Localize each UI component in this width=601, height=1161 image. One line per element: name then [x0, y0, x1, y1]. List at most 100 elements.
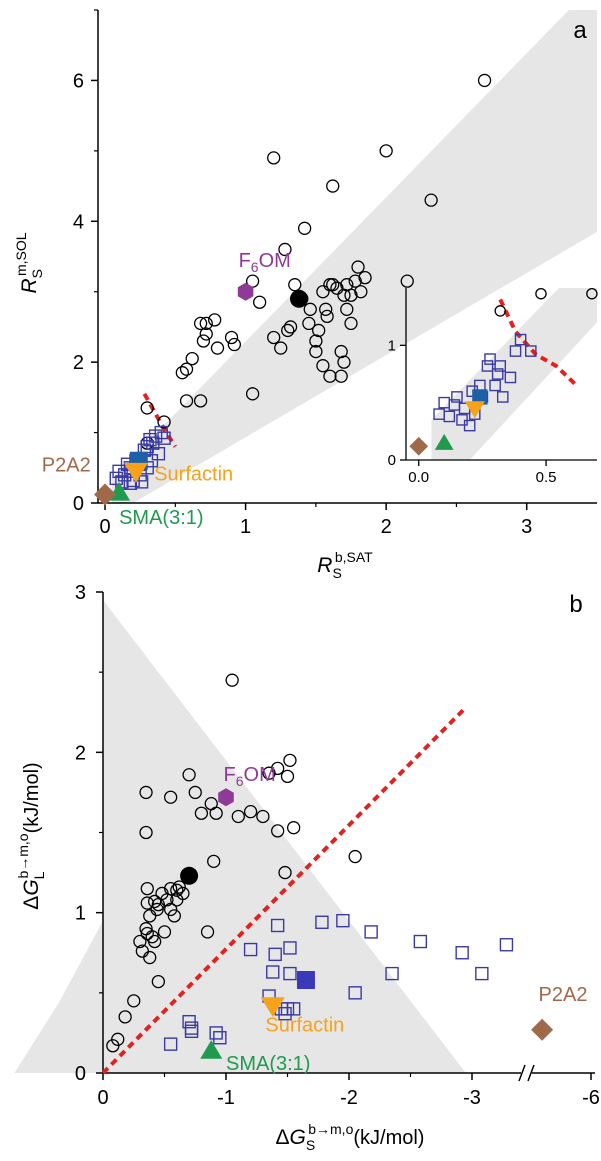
data-point-circle	[326, 179, 340, 193]
annotation-text: SMA(3:1)	[226, 1053, 310, 1075]
data-point-f6om	[237, 282, 254, 301]
x-axis-label-a-main: R	[317, 554, 332, 577]
data-point-square	[243, 942, 258, 957]
data-point-circle	[150, 902, 164, 917]
data-point-circle	[379, 144, 393, 158]
data-point-square	[213, 1031, 227, 1045]
data-point-circle	[337, 355, 351, 369]
annotation-fom: F6OM	[224, 764, 276, 789]
data-point-circle	[312, 323, 326, 338]
y-tick-label-b: 3	[75, 582, 86, 604]
data-point-circle	[586, 287, 598, 300]
x-tick-label-b: -6	[582, 1087, 600, 1109]
data-point-circle	[227, 337, 241, 352]
data-point-circle	[243, 805, 258, 819]
data-point-circle	[127, 994, 141, 1008]
data-point-sma	[200, 1040, 223, 1059]
annotation-sma-3-1-: SMA(3:1)	[119, 507, 203, 529]
y-axis-label-b-sup: b→m,o	[15, 833, 31, 878]
shaded-region-b	[14, 600, 466, 1073]
inset-x-tick-label: 0.5	[536, 469, 557, 486]
y-tick-label-b: 1	[75, 903, 86, 925]
data-point-circle	[200, 925, 215, 939]
y-axis-label-b-prefix: Δ	[20, 896, 43, 910]
data-point-square	[286, 1002, 301, 1016]
data-point-circle	[196, 334, 211, 348]
data-point-surfactin	[123, 462, 148, 483]
inset-y-tick-label: 0	[388, 452, 396, 469]
data-point-circle	[326, 278, 340, 292]
annotation-sub: 6	[236, 773, 244, 789]
shaded-region	[112, 10, 597, 503]
data-point-circle	[286, 821, 301, 835]
annotation-text: SMA(3:1)	[119, 507, 203, 529]
data-point-square	[364, 925, 378, 939]
data-point-circle	[172, 880, 186, 894]
x-tick-label-b: -3	[463, 1087, 481, 1109]
data-point-surfactin	[260, 997, 285, 1018]
annotation-text: F	[239, 250, 251, 272]
data-point-circle	[267, 330, 281, 345]
data-point-circle	[194, 806, 209, 820]
data-point-square	[514, 333, 527, 346]
x-tick-label: 3	[521, 516, 532, 538]
data-point-square	[509, 345, 522, 357]
data-point-circle	[351, 260, 365, 274]
y-tick-label: 2	[73, 352, 84, 374]
data-point-p2a2	[409, 436, 429, 456]
data-point-circle	[139, 825, 153, 840]
data-point-circle	[303, 302, 317, 316]
data-point-circle	[231, 809, 245, 824]
data-point-circle	[157, 415, 171, 429]
data-point-square	[489, 379, 501, 392]
data-point-circle	[176, 886, 190, 901]
data-point-circle	[302, 316, 316, 331]
data-point-circle	[148, 934, 162, 949]
data-point-circle	[256, 809, 270, 824]
data-point-circle	[111, 1032, 125, 1046]
data-point-circle	[309, 344, 323, 359]
data-point-circle	[118, 1010, 132, 1024]
data-point-circle	[344, 316, 358, 331]
data-point-circle	[348, 274, 362, 288]
annotation-surfactin: Surfactin	[265, 1014, 344, 1036]
annotation-text: Surfactin	[154, 463, 233, 485]
data-point-circle	[337, 288, 351, 302]
x-tick-label-b: 0	[97, 1087, 108, 1109]
y-axis-label-a-sub: S	[29, 269, 45, 278]
data-point-circle	[267, 151, 281, 165]
data-point-circle	[185, 351, 199, 366]
data-point-square	[499, 938, 514, 952]
data-point-circle	[209, 806, 223, 820]
y-tick-label-b: 0	[75, 1063, 86, 1085]
data-point-circle	[179, 394, 194, 408]
data-point-square	[123, 476, 138, 490]
data-point-circle	[354, 285, 368, 299]
data-point-circle	[330, 281, 344, 295]
data-point-circle	[140, 896, 154, 910]
y-axis-label-a-main: R	[18, 278, 41, 293]
data-point-circle	[225, 673, 239, 687]
y-tick-label: 6	[73, 70, 84, 92]
data-point-circle	[252, 295, 267, 309]
x-axis-label-b-sup: b→m,o	[308, 1121, 353, 1137]
data-point-circle	[316, 359, 330, 373]
data-point-circle	[140, 401, 154, 415]
data-point-circle	[320, 309, 334, 324]
data-point-square	[278, 1006, 292, 1021]
data-point-square	[268, 947, 282, 962]
x-axis-label-a: RSb,SAT	[317, 549, 373, 581]
data-point-filled-circle	[290, 289, 309, 308]
data-point-circle	[224, 330, 239, 345]
data-point-square	[348, 986, 362, 1000]
annotation-rest: OM	[244, 764, 276, 786]
data-point-circle	[309, 334, 323, 348]
annotation-text: Surfactin	[265, 1014, 344, 1036]
data-point-circle	[188, 785, 202, 800]
data-point-circle	[271, 824, 285, 838]
y-tick-label-b: 2	[75, 742, 86, 764]
data-point-circle	[148, 894, 162, 909]
x-tick-label: 0	[99, 516, 110, 538]
data-point-circle	[199, 316, 213, 331]
